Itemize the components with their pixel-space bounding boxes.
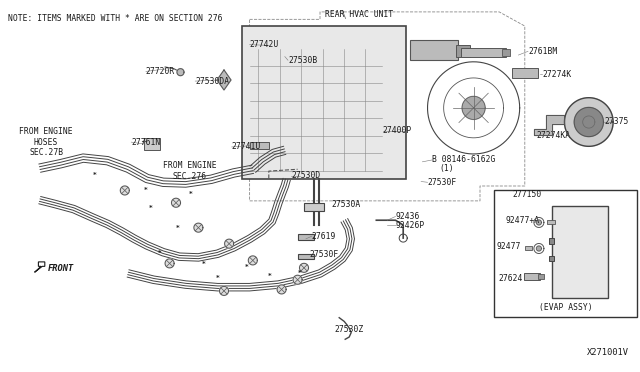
Text: 92477+A: 92477+A bbox=[506, 216, 540, 225]
Text: 27530DA: 27530DA bbox=[195, 77, 229, 86]
Text: 27530F: 27530F bbox=[310, 250, 339, 259]
Text: *: * bbox=[144, 187, 148, 193]
Text: 27624: 27624 bbox=[499, 274, 523, 283]
Text: 27375: 27375 bbox=[604, 117, 628, 126]
Text: *: * bbox=[298, 270, 301, 276]
Text: *: * bbox=[202, 261, 205, 267]
Bar bbox=[502, 49, 510, 56]
Bar bbox=[461, 48, 506, 57]
Text: FROM ENGINE
HOSES
SEC.27B: FROM ENGINE HOSES SEC.27B bbox=[19, 127, 73, 157]
Bar bbox=[298, 254, 314, 259]
Bar bbox=[547, 220, 555, 224]
Polygon shape bbox=[564, 98, 613, 146]
Text: 27619: 27619 bbox=[312, 232, 336, 241]
Polygon shape bbox=[120, 186, 129, 195]
Text: 27530Z: 27530Z bbox=[334, 325, 364, 334]
Polygon shape bbox=[293, 275, 302, 284]
Text: *: * bbox=[93, 172, 97, 178]
Text: REAR HVAC UNIT: REAR HVAC UNIT bbox=[325, 10, 394, 19]
Text: 27720R: 27720R bbox=[146, 67, 175, 76]
Polygon shape bbox=[177, 69, 184, 76]
Polygon shape bbox=[534, 115, 564, 135]
Bar bbox=[549, 238, 554, 244]
Bar bbox=[250, 142, 269, 149]
Text: 277150: 277150 bbox=[512, 190, 541, 199]
Text: 27530B: 27530B bbox=[288, 56, 317, 65]
Polygon shape bbox=[220, 286, 228, 295]
Text: 27530D: 27530D bbox=[291, 171, 321, 180]
Text: 92436: 92436 bbox=[396, 212, 420, 221]
Polygon shape bbox=[217, 70, 231, 90]
Text: NOTE: ITEMS MARKED WITH * ARE ON SECTION 276: NOTE: ITEMS MARKED WITH * ARE ON SECTION… bbox=[8, 14, 222, 23]
Text: FROM ENGINE
SEC.276: FROM ENGINE SEC.276 bbox=[163, 161, 216, 181]
Bar bbox=[410, 40, 458, 60]
Text: *: * bbox=[189, 191, 193, 197]
Text: 27530F: 27530F bbox=[428, 178, 457, 187]
Bar bbox=[552, 206, 608, 298]
Polygon shape bbox=[277, 285, 286, 294]
Text: 27761N: 27761N bbox=[131, 138, 161, 147]
Text: 27274KA: 27274KA bbox=[536, 131, 570, 140]
Polygon shape bbox=[536, 220, 541, 225]
Text: *: * bbox=[158, 250, 162, 256]
Bar bbox=[538, 274, 544, 279]
Bar bbox=[304, 203, 324, 211]
Text: *: * bbox=[216, 275, 220, 281]
Bar bbox=[242, 26, 406, 179]
Text: *: * bbox=[176, 225, 180, 231]
Text: *: * bbox=[148, 205, 152, 211]
Bar bbox=[524, 273, 540, 280]
Text: 27400P: 27400P bbox=[383, 126, 412, 135]
Polygon shape bbox=[165, 259, 174, 268]
Bar bbox=[512, 68, 538, 78]
Polygon shape bbox=[300, 263, 308, 272]
Text: 27741U: 27741U bbox=[232, 142, 261, 151]
Bar bbox=[549, 256, 554, 261]
Polygon shape bbox=[462, 96, 485, 119]
Text: (1): (1) bbox=[439, 164, 454, 173]
Text: 27274K: 27274K bbox=[542, 70, 572, 79]
Text: 27742U: 27742U bbox=[250, 40, 279, 49]
Text: *: * bbox=[244, 264, 248, 270]
Polygon shape bbox=[172, 198, 180, 207]
Bar bbox=[525, 246, 532, 250]
Text: 2761BM: 2761BM bbox=[528, 47, 557, 56]
Text: 92477: 92477 bbox=[497, 242, 521, 251]
Polygon shape bbox=[194, 223, 203, 232]
Text: 92426P: 92426P bbox=[396, 221, 425, 230]
Text: 27530A: 27530A bbox=[332, 200, 361, 209]
Polygon shape bbox=[536, 246, 541, 251]
Polygon shape bbox=[574, 108, 604, 137]
Text: FRONT: FRONT bbox=[47, 264, 74, 273]
Bar bbox=[144, 138, 160, 150]
Bar bbox=[298, 234, 314, 240]
Text: X271001V: X271001V bbox=[586, 348, 628, 357]
Polygon shape bbox=[248, 256, 257, 265]
Text: (EVAP ASSY): (EVAP ASSY) bbox=[539, 304, 593, 312]
Text: B 08146-6162G: B 08146-6162G bbox=[432, 155, 495, 164]
Polygon shape bbox=[225, 239, 234, 248]
Text: *: * bbox=[268, 273, 272, 279]
Bar bbox=[456, 45, 470, 57]
